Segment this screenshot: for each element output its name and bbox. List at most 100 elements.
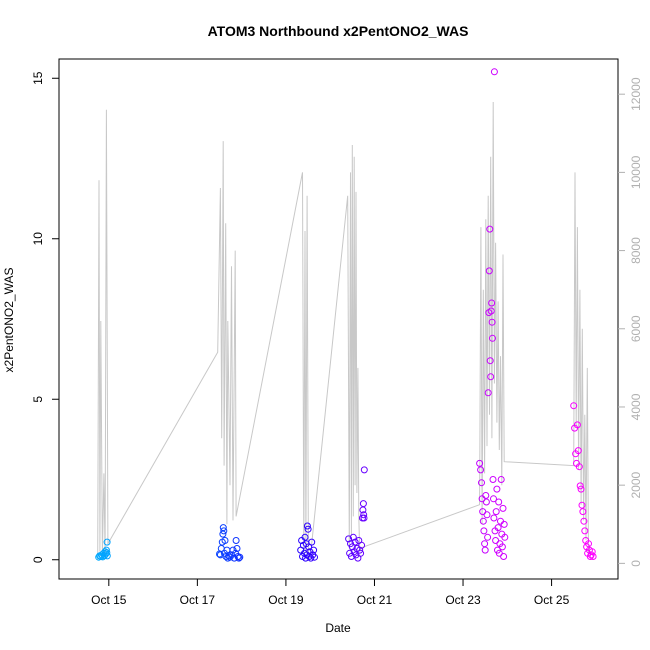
data-point [484, 533, 492, 541]
data-point [360, 511, 368, 519]
data-point [236, 553, 244, 561]
data-point [479, 508, 487, 516]
x-tick-label: Oct 19 [268, 593, 304, 607]
data-point [578, 501, 586, 509]
data-point [487, 373, 495, 381]
data-point [345, 535, 353, 543]
data-point [311, 553, 318, 561]
data-point [490, 514, 498, 522]
data-point [490, 495, 497, 503]
data-point [495, 498, 503, 506]
data-point [308, 538, 316, 546]
data-point [579, 508, 587, 516]
x-tick-label: Oct 21 [357, 593, 393, 607]
data-point [309, 551, 317, 559]
y-tick-label: 10 [31, 232, 45, 246]
data-point [357, 549, 365, 557]
data-point [304, 525, 312, 533]
data-point [481, 540, 489, 548]
data-point [574, 447, 582, 455]
data-point [500, 520, 508, 528]
data-point [103, 538, 111, 546]
y2-tick-label: 4000 [629, 393, 643, 420]
altitude-line [97, 101, 591, 561]
data-point [310, 546, 318, 554]
data-point [492, 508, 500, 516]
data-point [575, 463, 583, 471]
data-point [485, 267, 493, 275]
plot-area: Oct 15 Oct 17 Oct 19 Oct 21 Oct 23 Oct 25 0 5 10… [31, 58, 643, 607]
data-point [478, 479, 485, 487]
data-point [489, 476, 497, 483]
plot-frame [58, 58, 619, 580]
data-point [233, 545, 241, 552]
data-point [489, 334, 496, 342]
y2-tick-label: 8000 [629, 237, 643, 264]
data-point [587, 551, 595, 559]
y-tick-label: 0 [31, 556, 45, 563]
data-point [480, 527, 488, 535]
data-point [360, 514, 368, 522]
data-point [486, 357, 494, 365]
x-tick-label: Oct 17 [180, 593, 216, 607]
y2-tick-label: 2000 [629, 471, 643, 498]
data-point [301, 533, 309, 541]
y-tick-label: 15 [31, 71, 45, 85]
data-point [577, 485, 585, 493]
data-point [589, 553, 597, 560]
data-point [481, 546, 489, 554]
data-point [477, 466, 485, 474]
data-point [585, 540, 592, 548]
data-point [494, 524, 502, 532]
data-point [497, 517, 504, 525]
data-point [232, 537, 240, 544]
data-point [501, 533, 509, 541]
data-point [576, 482, 584, 490]
data-point [235, 554, 243, 562]
x-tick-label: Oct 25 [534, 593, 570, 607]
data-point [483, 511, 491, 519]
y2-tick-label: 12000 [629, 77, 643, 111]
y-axis-label: x2PentONO2_WAS [2, 268, 16, 373]
data-point [102, 550, 110, 558]
data-point [476, 459, 484, 467]
data-point [305, 553, 313, 560]
data-point [570, 402, 578, 410]
data-point [500, 553, 508, 560]
data-point [499, 504, 507, 512]
data-point [219, 524, 227, 532]
y2-tick-label: 0 [629, 560, 643, 567]
data-point [103, 549, 111, 557]
x-tick-label: Oct 23 [445, 593, 481, 607]
data-point [360, 466, 368, 474]
data-point [302, 554, 310, 562]
data-point [482, 492, 490, 499]
data-point [479, 517, 487, 525]
data-point [580, 517, 588, 525]
data-point [490, 68, 498, 76]
data-point [498, 543, 506, 551]
data-point [488, 299, 496, 307]
data-point [497, 476, 505, 483]
chart-title: ATOM3 Northbound x2PentONO2_WAS [208, 23, 469, 39]
data-point [358, 541, 366, 549]
y-tick-label: 5 [31, 396, 45, 403]
data-point [493, 485, 501, 493]
x-tick-label: Oct 15 [91, 593, 127, 607]
data-point [356, 546, 364, 554]
y2-tick-label: 6000 [629, 315, 643, 342]
data-point [482, 498, 490, 506]
data-point [588, 548, 596, 556]
data-point [220, 527, 228, 535]
y2-tick-label: 10000 [629, 155, 643, 189]
data-point [486, 225, 494, 233]
data-point [492, 537, 500, 544]
x-axis-label: Date [325, 621, 351, 635]
data-point [359, 500, 367, 508]
data-point [219, 530, 227, 538]
data-point [103, 552, 111, 560]
data-point [303, 522, 311, 530]
data-point [488, 318, 496, 326]
